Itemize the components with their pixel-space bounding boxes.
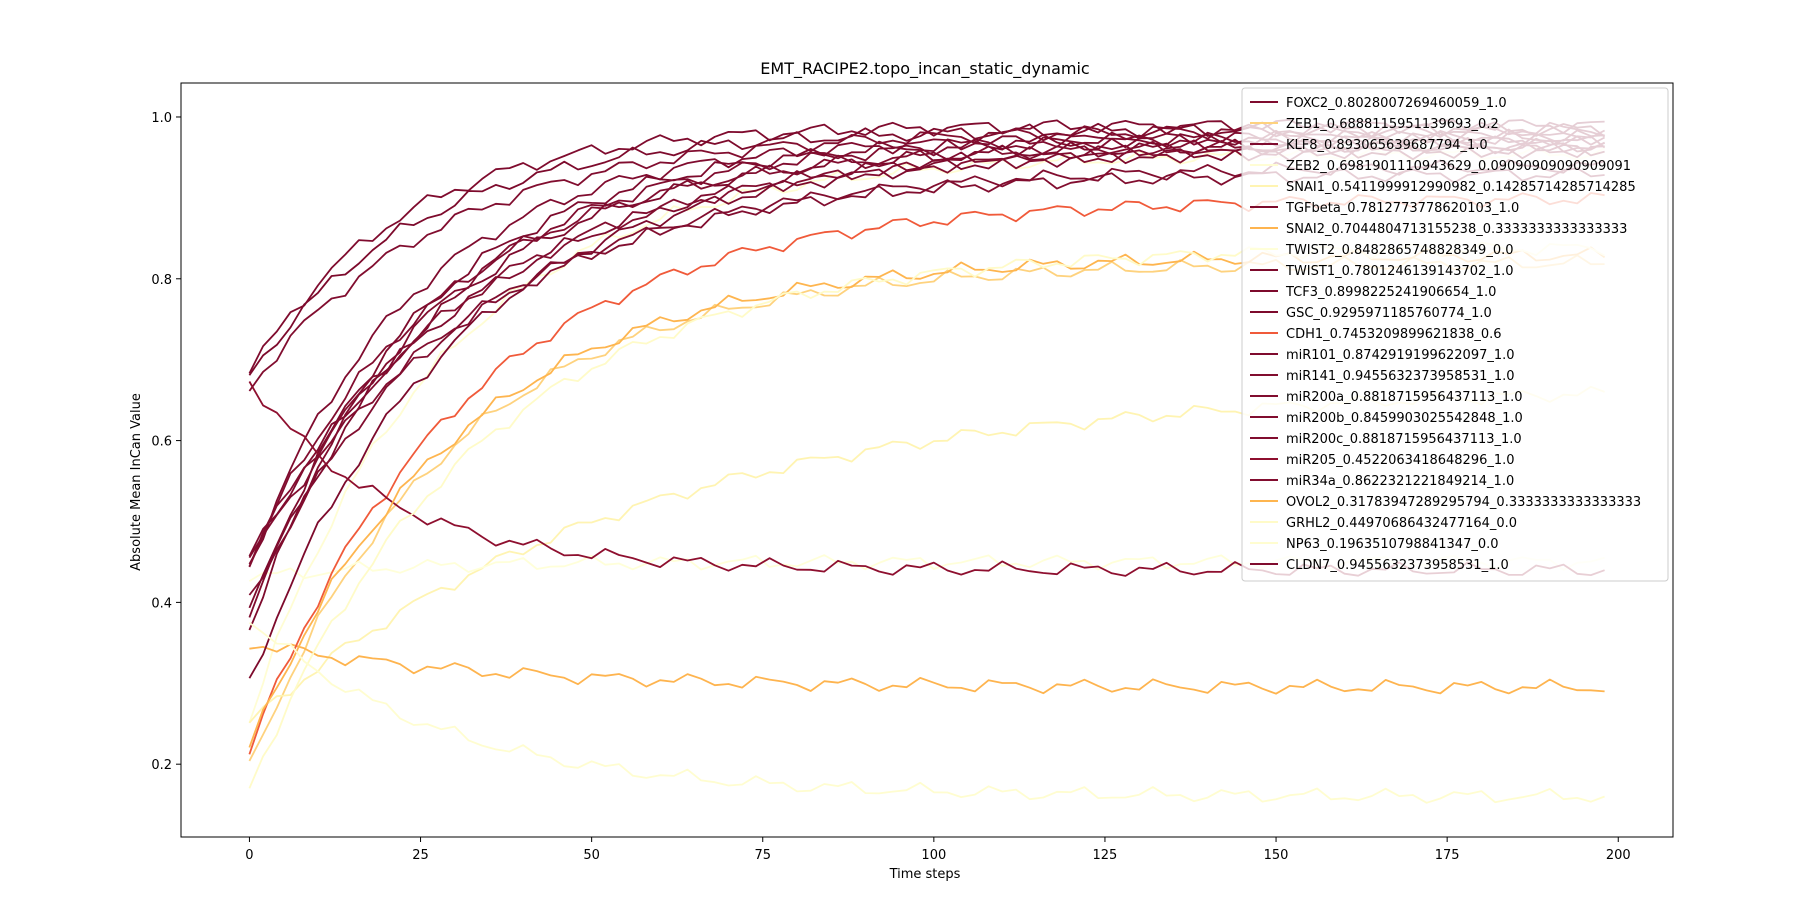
legend-label: NP63_0.1963510798841347_0.0: [1286, 537, 1499, 552]
y-axis-label: Absolute Mean InCan Value: [129, 393, 144, 571]
y-tick-label: 0.6: [151, 435, 172, 450]
legend-label: SNAI2_0.7044804713155238_0.3333333333333…: [1286, 222, 1627, 237]
legend-label: OVOL2_0.31783947289295794_0.333333333333…: [1286, 495, 1641, 510]
legend-label: miR200b_0.8459903025542848_1.0: [1286, 411, 1523, 426]
legend-label: SNAI1_0.5411999912990982_0.1428571428571…: [1286, 180, 1636, 195]
x-tick-label: 100: [921, 848, 946, 863]
y-tick-label: 1.0: [151, 111, 172, 126]
plot-frame: [180, 82, 1674, 838]
x-tick-label: 75: [754, 848, 771, 863]
legend-label: miR200c_0.8818715956437113_1.0: [1286, 432, 1522, 447]
y-tick-label: 0.8: [151, 273, 172, 288]
y-tick-label: 0.2: [151, 758, 172, 773]
legend-label: ZEB1_0.6888115951139693_0.2: [1286, 117, 1499, 132]
legend-label: FOXC2_0.8028007269460059_1.0: [1286, 96, 1507, 111]
legend-label: TCF3_0.8998225241906654_1.0: [1285, 285, 1496, 300]
y-axis-ticks: 0.2 0.4 0.6 0.8 1.0: [151, 111, 181, 773]
legend-label: TWIST1_0.7801246139143702_1.0: [1285, 264, 1514, 279]
legend-label: TWIST2_0.8482865748828349_0.0: [1285, 243, 1514, 258]
legend-label: TGFbeta_0.7812773778620103_1.0: [1285, 201, 1519, 216]
legend-label: miR141_0.9455632373958531_1.0: [1286, 369, 1515, 384]
x-tick-label: 200: [1606, 848, 1631, 863]
legend: FOXC2_0.8028007269460059_1.0 ZEB1_0.68881…: [1241, 87, 1669, 582]
legend-label: GRHL2_0.44970686432477164_0.0: [1286, 516, 1517, 531]
legend-label: GSC_0.9295971185760774_1.0: [1286, 306, 1492, 321]
x-tick-label: 175: [1435, 848, 1460, 863]
x-axis-ticks: 0 25 50 75 100 125 150 175 200: [245, 837, 1631, 863]
legend-label: CLDN7_0.9455632373958531_1.0: [1286, 558, 1509, 573]
legend-label: miR101_0.8742919199622097_1.0: [1286, 348, 1515, 363]
y-tick-label: 0.4: [151, 596, 172, 611]
series-line: [249, 643, 1605, 695]
legend-box: [1241, 87, 1669, 582]
legend-label: ZEB2_0.6981901110943629_0.09090909090909…: [1286, 159, 1631, 174]
legend-label: miR34a_0.8622321221849214_1.0: [1286, 474, 1514, 489]
x-tick-label: 125: [1093, 848, 1118, 863]
legend-label: CDH1_0.7453209899621838_0.6: [1286, 327, 1502, 342]
x-tick-label: 0: [245, 848, 253, 863]
chart-title: EMT_RACIPE2.topo_incan_static_dynamic: [760, 59, 1089, 79]
legend-label: KLF8_0.893065639687794_1.0: [1286, 138, 1488, 153]
series-line: [248, 622, 1605, 804]
legend-label: miR205_0.4522063418648296_1.0: [1286, 453, 1515, 468]
x-axis-label: Time steps: [889, 867, 961, 882]
x-tick-label: 25: [412, 848, 429, 863]
x-tick-label: 50: [583, 848, 600, 863]
legend-label: miR200a_0.8818715956437113_1.0: [1286, 390, 1523, 405]
x-tick-label: 150: [1264, 848, 1289, 863]
